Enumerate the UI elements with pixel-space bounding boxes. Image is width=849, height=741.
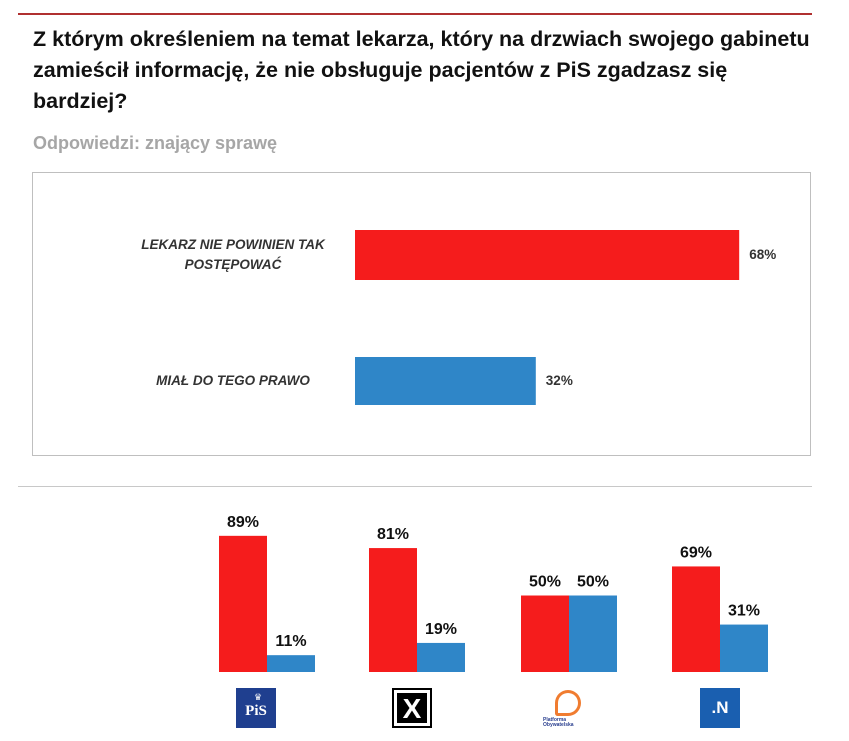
value-label: 68% <box>749 247 777 262</box>
bar-value-label: 50% <box>577 574 609 591</box>
vbar <box>720 624 768 672</box>
vbar <box>219 535 267 672</box>
section-divider <box>18 486 812 487</box>
bar-value-label: 31% <box>728 603 760 620</box>
hbar <box>355 230 740 280</box>
kukiz-logo: X <box>392 688 432 728</box>
top-divider <box>18 13 812 15</box>
vbar <box>569 595 617 672</box>
bar-value-label: 19% <box>425 621 457 638</box>
bar-value-label: 50% <box>529 574 561 591</box>
bar-value-label: 81% <box>377 526 409 543</box>
category-label: LEKARZ NIE POWINIEN TAK POSTĘPOWAĆ <box>141 237 325 272</box>
nowoczesna-logo: .N <box>700 688 740 728</box>
bar-value-label: 89% <box>227 514 259 531</box>
vbar <box>672 566 720 672</box>
bar-value-label: 11% <box>275 633 306 650</box>
chart-subtitle: Odpowiedzi: znający sprawę <box>33 133 278 153</box>
category-label: MIAŁ DO TEGO PRAWO <box>156 373 310 388</box>
horizontal-chart-frame <box>32 172 811 456</box>
value-label: 32% <box>545 373 573 388</box>
pis-logo: PiS ♛ <box>236 688 276 728</box>
vbar <box>369 548 417 672</box>
po-logo: Platforma Obywatelska <box>543 688 585 728</box>
vbar <box>267 655 315 672</box>
chart-title: Z którym określeniem na temat lekarza, k… <box>33 27 810 113</box>
vbar <box>521 595 569 672</box>
hbar <box>355 357 536 405</box>
bar-value-label: 69% <box>680 544 712 561</box>
vbar <box>417 642 465 672</box>
